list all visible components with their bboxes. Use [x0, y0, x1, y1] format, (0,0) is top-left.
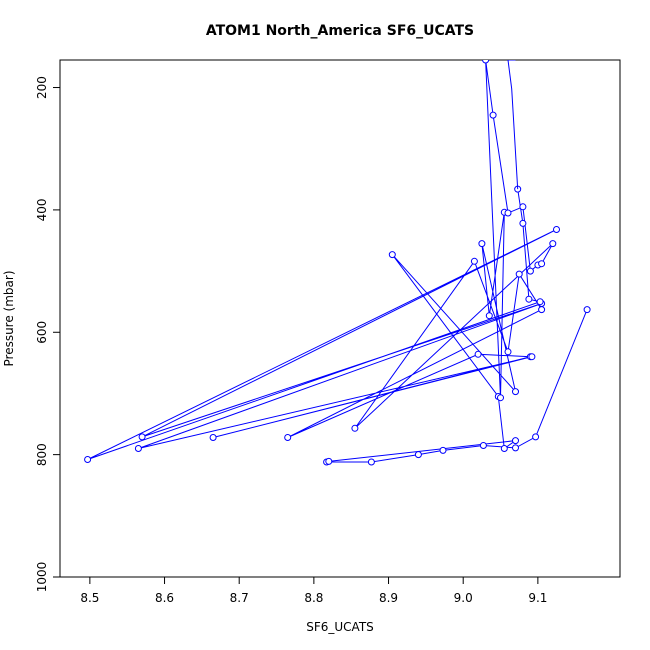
data-point [134, 445, 142, 452]
data-point [512, 444, 519, 452]
data-point [525, 295, 533, 303]
data-point [504, 209, 512, 217]
x-tick-label: 8.9 [379, 591, 398, 605]
x-tick-label: 8.8 [304, 591, 323, 605]
x-axis-label: SF6_UCATS [306, 620, 374, 634]
data-point [485, 312, 493, 320]
data-point [482, 60, 490, 64]
data-point [519, 203, 527, 211]
data-point [474, 350, 482, 358]
data-point [512, 437, 519, 445]
data-point [439, 446, 447, 454]
x-tick-label: 8.5 [80, 591, 99, 605]
x-tick-label: 9.0 [454, 591, 473, 605]
data-point [528, 353, 536, 361]
data-point [515, 270, 523, 278]
data-point [504, 348, 512, 356]
data-point [388, 251, 396, 259]
data-point [284, 434, 292, 441]
data-point [367, 458, 375, 466]
data-point [479, 442, 487, 449]
x-tick-label: 8.7 [230, 591, 249, 605]
y-tick-label: 800 [35, 443, 49, 466]
x-tick-label: 9.1 [528, 591, 547, 605]
series-line-1 [87, 60, 588, 463]
data-point [497, 394, 504, 402]
data-point [583, 306, 591, 314]
data-point [512, 388, 519, 396]
data-point [536, 298, 544, 306]
data-point [538, 306, 546, 314]
x-axis: 8.5 8.6 8.7 8.8 8.9 9.0 9.1 [80, 577, 547, 605]
y-axis-label: Pressure (mbar) [2, 270, 16, 366]
data-point [553, 226, 560, 233]
data-point [500, 445, 508, 452]
data-point [84, 456, 92, 463]
data-point [478, 240, 486, 248]
data-point [351, 424, 359, 432]
data-point [526, 267, 534, 275]
series-line-2 [507, 60, 519, 190]
y-axis: 200 400 600 800 1000 [35, 76, 60, 592]
data-point [325, 457, 333, 465]
data-point [532, 433, 540, 441]
data-point [470, 257, 478, 265]
chart-title: ATOM1 North_America SF6_UCATS [206, 23, 474, 39]
y-tick-label: 200 [35, 76, 49, 99]
y-tick-label: 1000 [35, 562, 49, 593]
data-point [209, 434, 217, 441]
x-tick-label: 8.6 [155, 591, 174, 605]
data-point [489, 111, 497, 119]
y-tick-label: 600 [35, 321, 49, 344]
plot-frame [59, 59, 621, 578]
y-tick-label: 400 [35, 198, 49, 221]
data-point [549, 240, 557, 248]
data-point [414, 451, 422, 459]
data-point [519, 219, 527, 227]
data-point [138, 433, 146, 441]
plot-area [84, 60, 591, 466]
data-point [538, 260, 546, 268]
